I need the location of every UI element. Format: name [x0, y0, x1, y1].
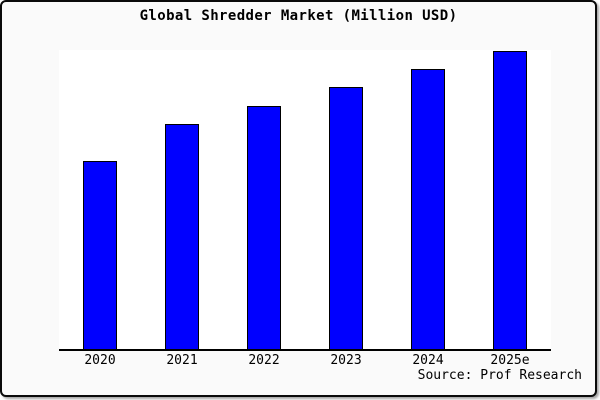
x-tick-label-2021: 2021 [166, 353, 198, 368]
x-tick-label-2024: 2024 [412, 353, 444, 368]
x-axis-labels: 2020 2021 2022 2023 2024 2025e [59, 354, 551, 368]
bars-container [59, 50, 551, 349]
x-tick-label-2022: 2022 [248, 353, 280, 368]
x-tick-label-2025e: 2025e [490, 353, 530, 368]
bar-2024 [411, 69, 445, 349]
bar-2023 [329, 87, 363, 349]
bar-2020 [83, 161, 117, 349]
chart-title: Global Shredder Market (Million USD) [139, 8, 458, 24]
bar-2025e [493, 51, 527, 349]
bar-2021 [165, 124, 199, 349]
bar-2022 [247, 106, 281, 349]
plot-area [59, 50, 551, 351]
x-tick-label-2020: 2020 [84, 353, 116, 368]
x-tick-label-2023: 2023 [330, 353, 362, 368]
source-note: Source: Prof Research [417, 368, 582, 383]
